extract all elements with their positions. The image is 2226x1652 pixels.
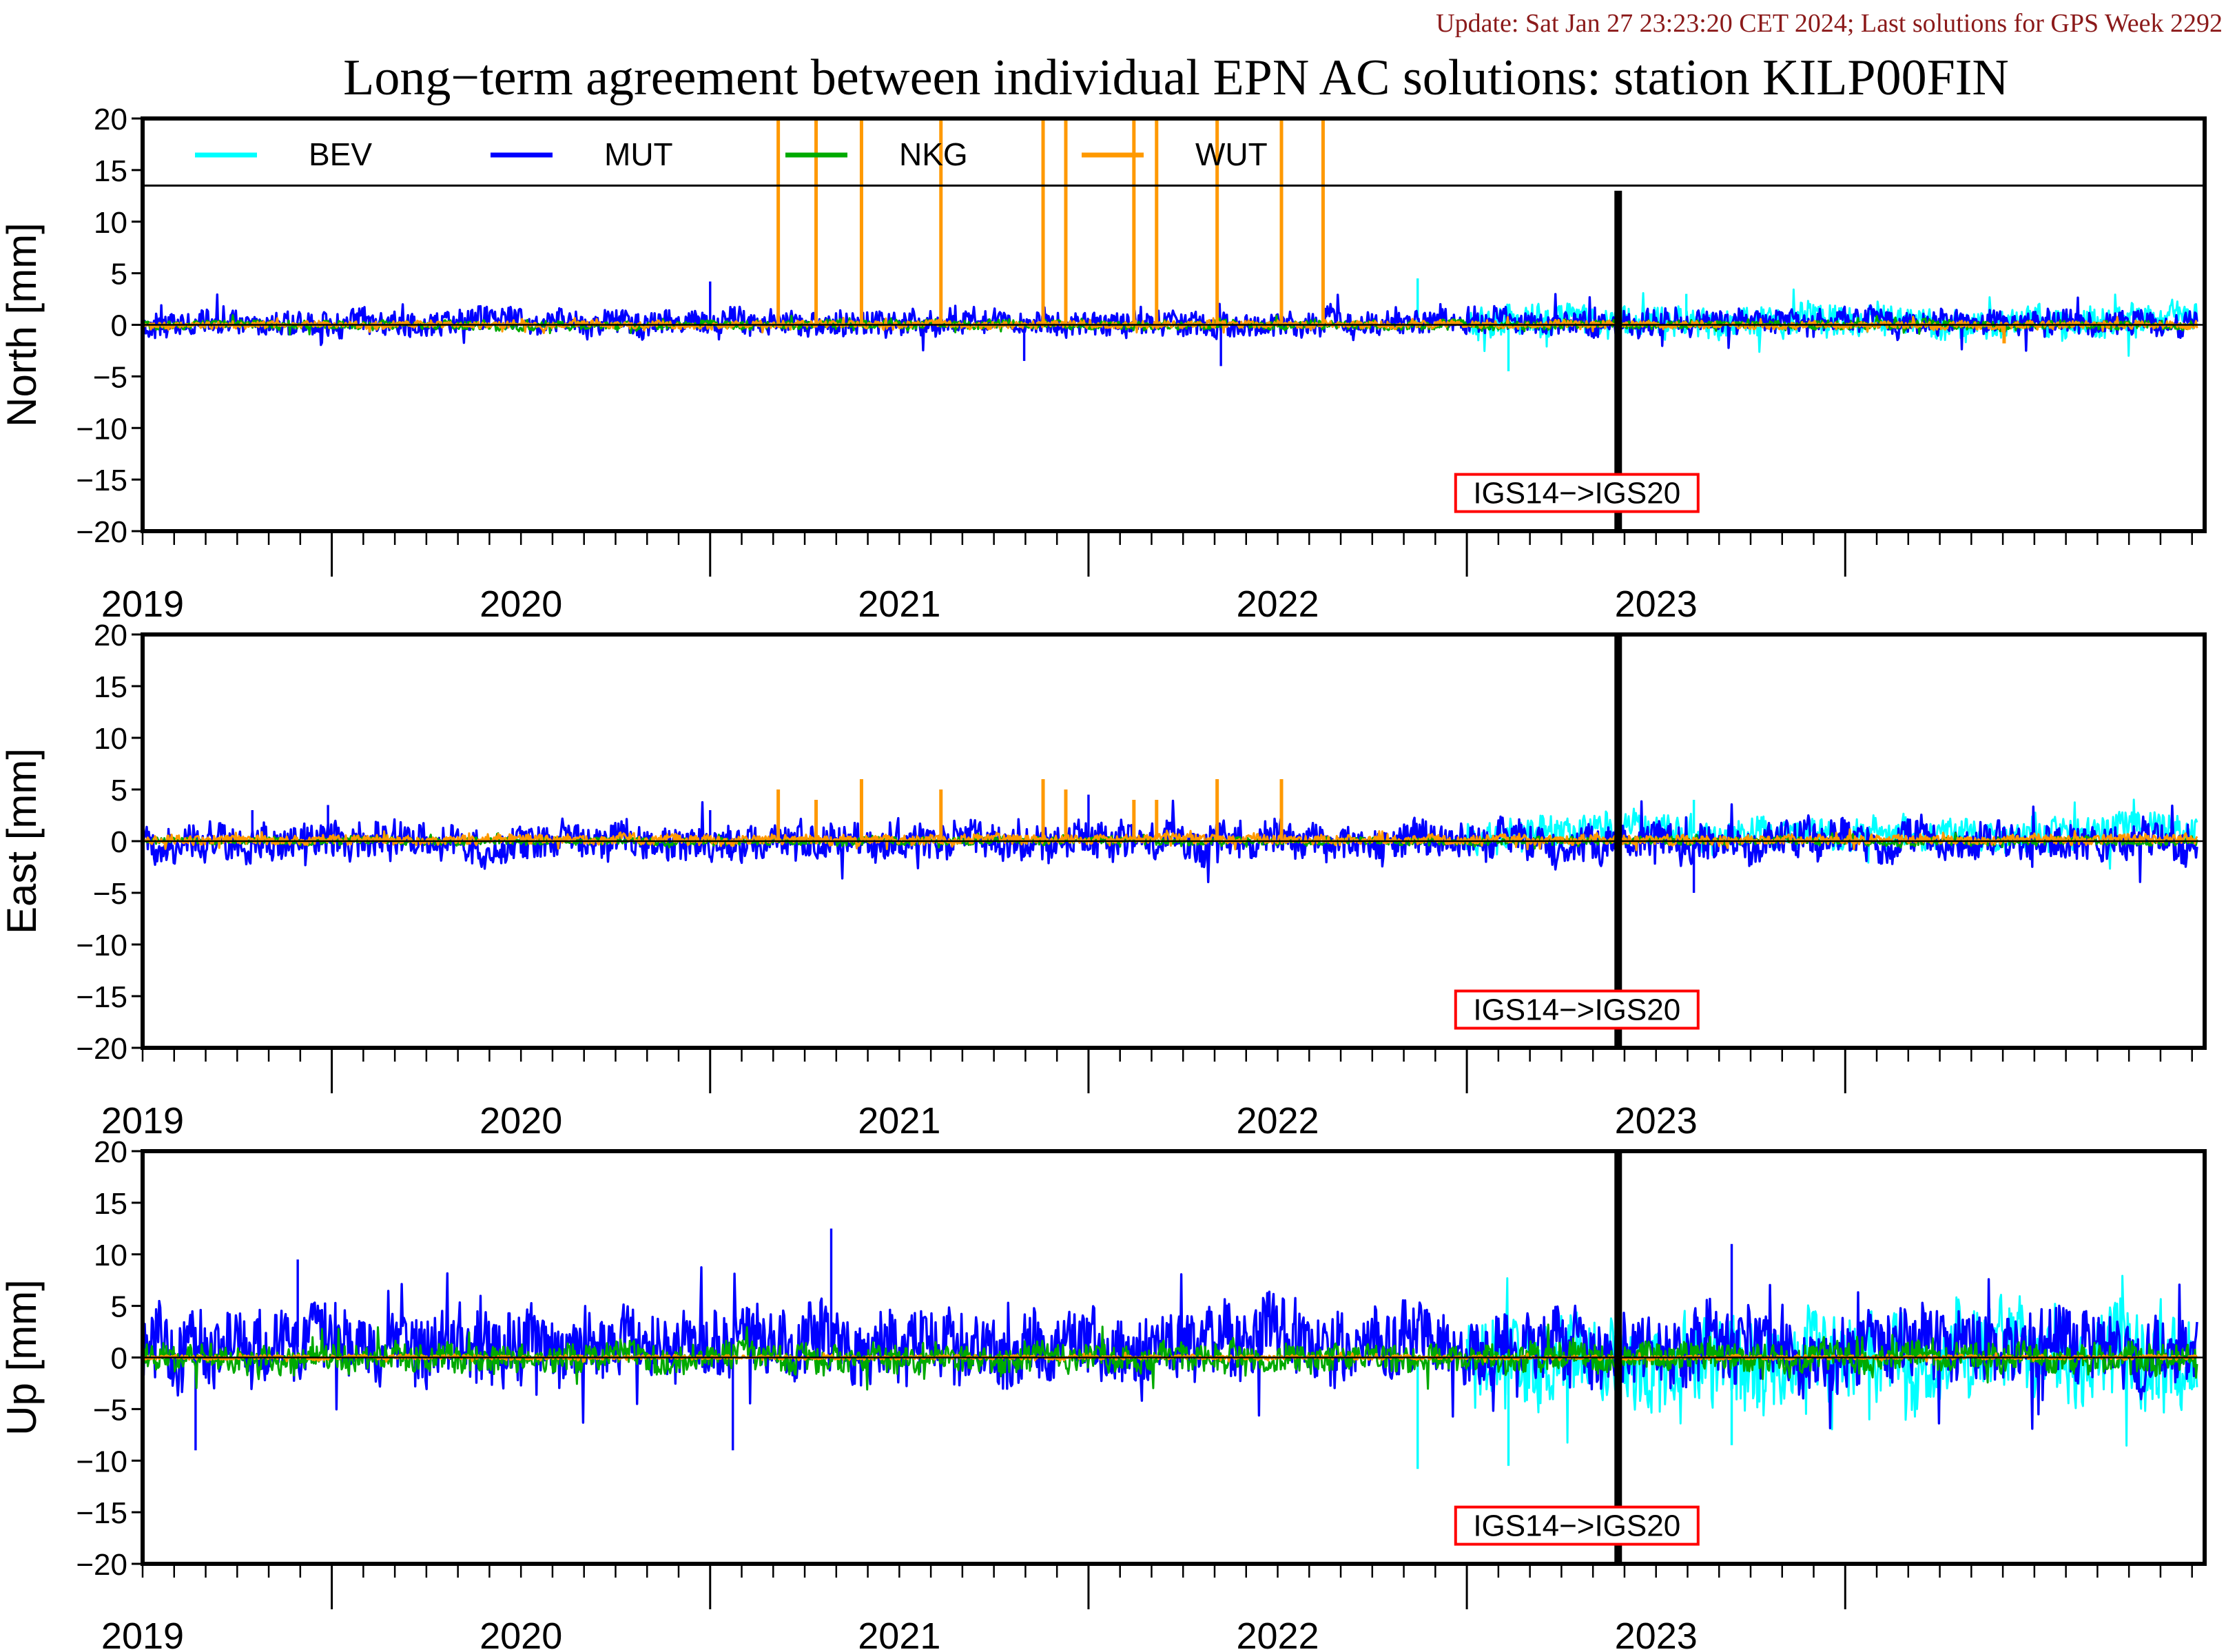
y-tick-label: 15 (94, 1187, 127, 1221)
y-tick-label: 20 (94, 619, 127, 652)
update-text: Update: Sat Jan 27 23:23:20 CET 2024; La… (1436, 9, 2223, 38)
frame-change-label: IGS14−>IGS20 (1473, 993, 1680, 1027)
series-nkg-line (143, 1323, 2198, 1391)
x-tick-label: 2020 (480, 584, 562, 625)
frame-change-box (1454, 1505, 1700, 1546)
legend-label-mut: MUT (604, 136, 673, 172)
x-tick-label: 2021 (858, 1100, 940, 1142)
y-tick-label: −10 (76, 929, 127, 962)
plot-area (143, 779, 2198, 893)
y-tick-label: −10 (76, 1445, 127, 1478)
frame-change-label: IGS14−>IGS20 (1473, 477, 1680, 510)
x-tick-label: 2022 (1236, 1100, 1319, 1142)
x-tick-label: 2023 (1615, 1100, 1698, 1142)
x-tick-label: 2019 (101, 1615, 184, 1652)
legend-label-nkg: NKG (899, 136, 968, 172)
y-tick-label: 20 (94, 1135, 127, 1169)
frame-change-box (1454, 473, 1700, 513)
x-tick-label: 2019 (101, 584, 184, 625)
y-axis-label: North [mm] (0, 223, 45, 427)
y-tick-label: 0 (111, 309, 127, 343)
y-tick-label: −15 (76, 980, 127, 1014)
y-tick-label: 15 (94, 154, 127, 188)
y-tick-label: 20 (94, 103, 127, 136)
y-axis-label: Up [mm] (0, 1279, 45, 1436)
series-mut-line (143, 799, 2198, 883)
panel-north: IGS14−>IGS20 BEV MUT NKG WUT 20 15 10 5 0 −5 −10 −15… (0, 103, 2207, 625)
legend-label-wut: WUT (1195, 136, 1268, 172)
y-tick-label: −10 (76, 412, 127, 446)
x-tick-label: 2020 (480, 1615, 562, 1652)
plot-area (143, 1228, 2198, 1469)
y-axis-label: East [mm] (0, 748, 45, 934)
chart-title: Long−term agreement between individual E… (343, 50, 2009, 106)
y-tick-label: −20 (76, 1548, 127, 1582)
y-tick-label: 5 (111, 1290, 127, 1324)
y-tick-label: 0 (111, 825, 127, 859)
y-tick-label: −5 (93, 877, 127, 911)
y-tick-label: 5 (111, 258, 127, 291)
frame-change-label: IGS14−>IGS20 (1473, 1509, 1680, 1543)
y-tick-label: 10 (94, 206, 127, 240)
x-tick-label: 2023 (1615, 584, 1698, 625)
y-tick-label: −15 (76, 1496, 127, 1530)
panel-up: IGS14−>IGS20 20 15 10 5 0 −5 −10 −15 −20 Up [mm] 20… (0, 1135, 2207, 1652)
x-tick-label: 2022 (1236, 1615, 1319, 1652)
y-tick-label: −20 (76, 515, 127, 549)
y-tick-label: 5 (111, 774, 127, 807)
x-tick-label: 2021 (858, 584, 940, 625)
x-tick-label: 2023 (1615, 1615, 1698, 1652)
x-tick-label: 2019 (101, 1100, 184, 1142)
y-tick-label: 10 (94, 1239, 127, 1272)
x-tick-label: 2022 (1236, 584, 1319, 625)
x-tick-label: 2021 (858, 1615, 940, 1652)
y-tick-label: −15 (76, 464, 127, 497)
y-tick-label: −5 (93, 360, 127, 394)
y-tick-label: 10 (94, 722, 127, 756)
y-tick-label: −20 (76, 1032, 127, 1066)
x-tick-label: 2020 (480, 1100, 562, 1142)
y-tick-label: 15 (94, 670, 127, 704)
y-tick-label: −5 (93, 1393, 127, 1427)
y-tick-label: 0 (111, 1342, 127, 1376)
series-mut-line (143, 293, 2198, 352)
legend-label-bev: BEV (309, 136, 372, 172)
panel-east: IGS14−>IGS20 20 15 10 5 0 −5 −10 −15 −20 East [mm]… (0, 619, 2207, 1142)
frame-change-box (1454, 989, 1700, 1030)
legend-background (143, 118, 2205, 186)
